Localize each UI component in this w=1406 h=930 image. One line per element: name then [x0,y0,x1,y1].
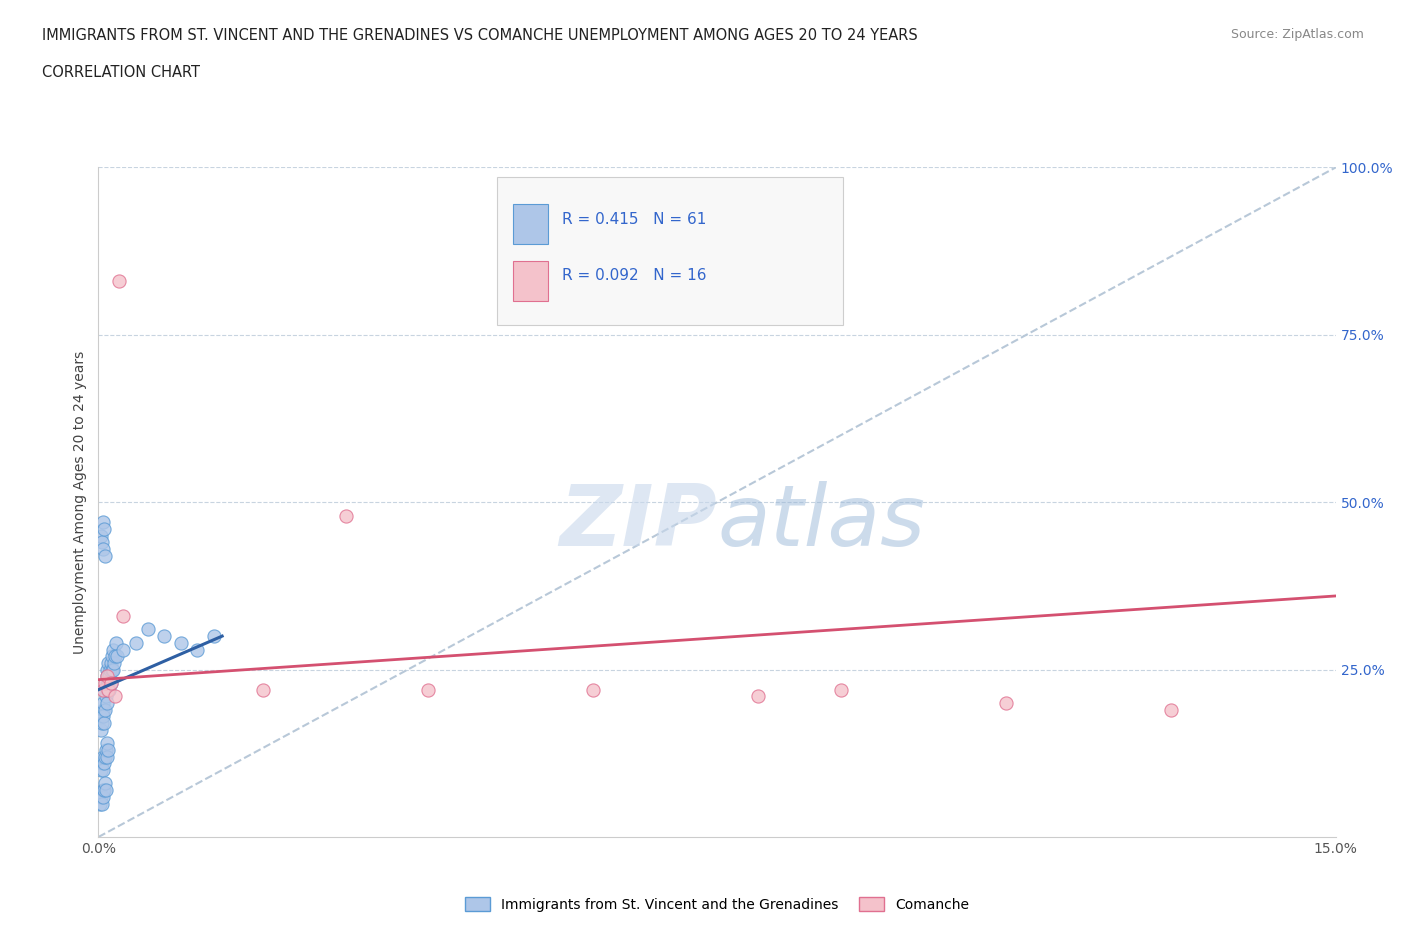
Point [93,683,115,698]
Point [90,723,112,737]
Text: ZIP: ZIP [560,481,717,564]
Point [98,683,121,698]
Point [136,622,159,637]
Point [747,689,769,704]
Y-axis label: Unemployment Among Ages 20 to 24 years: Unemployment Among Ages 20 to 24 years [73,351,87,654]
Point [96,696,118,711]
Point [97,656,120,671]
Point [994,696,1017,711]
Point [112,608,135,623]
Point [104,635,127,650]
Point [89,796,111,811]
Point [101,649,124,664]
Point [1160,702,1182,717]
Point [100,675,122,690]
Point [94,776,117,790]
Point [335,508,357,523]
Point [93,716,115,731]
Point [202,629,225,644]
Point [90,756,112,771]
Point [100,656,122,671]
Point [103,662,125,677]
Point [103,642,125,657]
Point [96,736,118,751]
Point [89,709,111,724]
Point [97,683,120,698]
Point [98,662,121,677]
Point [96,662,118,677]
Point [186,642,208,657]
Text: IMMIGRANTS FROM ST. VINCENT AND THE GRENADINES VS COMANCHE UNEMPLOYMENT AMONG AG: IMMIGRANTS FROM ST. VINCENT AND THE GREN… [42,28,918,43]
Point [91,683,114,698]
Point [153,629,176,644]
Point [91,763,114,777]
Point [94,742,117,757]
Point [96,669,118,684]
Point [93,783,115,798]
Text: atlas: atlas [717,481,925,564]
Legend: Immigrants from St. Vincent and the Grenadines, Comanche: Immigrants from St. Vincent and the Gren… [460,891,974,917]
Point [90,796,112,811]
Point [97,675,120,690]
Point [100,662,122,677]
Text: CORRELATION CHART: CORRELATION CHART [42,65,200,80]
Point [108,273,131,288]
Point [93,750,115,764]
Point [93,756,115,771]
Point [252,683,274,698]
Point [103,656,125,671]
FancyBboxPatch shape [513,205,547,245]
Point [94,675,117,690]
Point [124,635,146,650]
Point [582,683,605,698]
Text: R = 0.415   N = 61: R = 0.415 N = 61 [562,212,707,227]
Point [94,750,117,764]
Point [93,522,115,537]
Point [94,702,117,717]
Point [90,528,112,543]
Point [91,696,114,711]
Point [93,709,115,724]
FancyBboxPatch shape [513,261,547,301]
Point [91,702,114,717]
Point [830,683,852,698]
Point [104,689,127,704]
Point [93,790,115,804]
Point [98,669,121,684]
Point [105,649,128,664]
Point [96,675,118,690]
Point [90,535,112,550]
Point [90,790,112,804]
Point [96,669,118,684]
Point [91,515,114,530]
FancyBboxPatch shape [496,178,844,325]
Point [94,783,117,798]
Point [91,783,114,798]
Point [94,549,117,564]
Point [93,541,115,556]
Point [94,689,117,704]
Point [112,642,135,657]
Point [90,763,112,777]
Point [418,683,440,698]
Text: R = 0.092   N = 16: R = 0.092 N = 16 [562,269,707,284]
Point [100,675,122,690]
Point [96,683,118,698]
Point [104,649,127,664]
Point [97,742,120,757]
Point [90,716,112,731]
Point [170,635,193,650]
Point [96,750,118,764]
Text: Source: ZipAtlas.com: Source: ZipAtlas.com [1230,28,1364,41]
